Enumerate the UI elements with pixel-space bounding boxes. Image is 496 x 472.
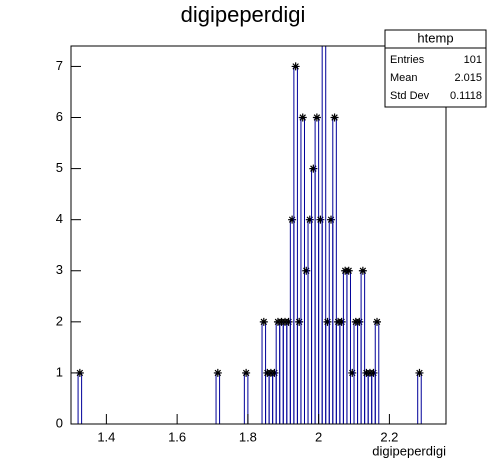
bar [77, 372, 83, 424]
bar [360, 270, 366, 424]
bar [349, 372, 355, 424]
bar [371, 372, 376, 424]
marker [323, 317, 332, 326]
marker [369, 368, 378, 377]
marker [284, 317, 293, 326]
marker [337, 317, 346, 326]
bar [357, 321, 362, 424]
bar [314, 117, 320, 424]
bar [265, 372, 270, 424]
y-tick-label: 6 [56, 109, 63, 124]
y-tick-label: 0 [56, 415, 63, 430]
marker [309, 164, 318, 173]
y-tick-label: 4 [56, 211, 63, 226]
bar [332, 117, 337, 424]
marker [242, 368, 251, 377]
stats-label: Std Dev [390, 90, 430, 102]
stats-value: 101 [464, 54, 482, 66]
y-tick-label: 5 [56, 160, 63, 175]
stats-label: Mean [390, 72, 418, 84]
bar [346, 270, 351, 424]
marker [320, 11, 328, 19]
marker [330, 113, 339, 122]
marker [415, 368, 424, 377]
marker [295, 317, 304, 326]
x-axis-label: digipeperdigi [372, 443, 446, 458]
stats-box: htemp Entries 101 Mean 2.015 Std Dev 0.1… [384, 29, 487, 108]
bar [279, 321, 284, 424]
y-tick-label: 2 [56, 313, 63, 328]
bar [335, 321, 341, 424]
stats-value: 0.1118 [450, 90, 482, 102]
bar [282, 321, 288, 424]
bar [339, 321, 344, 424]
marker [305, 215, 314, 224]
x-tick-label: 1.8 [239, 429, 257, 444]
marker [316, 215, 325, 224]
marker [291, 62, 300, 71]
x-tick-label: 1.4 [97, 429, 115, 444]
y-tick-label: 1 [56, 364, 63, 379]
marker [213, 368, 222, 377]
marker [344, 266, 353, 275]
marker [327, 215, 336, 224]
marker [298, 113, 307, 122]
bar [321, 46, 327, 424]
marker [302, 266, 311, 275]
y-tick-label: 7 [56, 58, 63, 73]
bar [364, 372, 369, 424]
marker [355, 317, 364, 326]
marker [288, 215, 297, 224]
marker [373, 317, 382, 326]
bar [342, 270, 348, 424]
y-tick-label: 3 [56, 262, 63, 277]
bar [286, 321, 291, 424]
stats-value: 2.015 [454, 72, 482, 84]
bar [215, 372, 221, 424]
bar [325, 321, 330, 424]
bar [243, 372, 249, 424]
bar [272, 372, 277, 424]
plot-frame [70, 45, 447, 425]
marker [348, 368, 357, 377]
bar [268, 372, 274, 424]
bar [296, 321, 302, 424]
bar [307, 219, 313, 424]
bar [417, 372, 422, 424]
marker [358, 266, 367, 275]
marker [270, 368, 279, 377]
stats-title: htemp [417, 30, 453, 45]
bar [318, 219, 323, 424]
marker [312, 113, 321, 122]
x-tick-label: 1.6 [168, 429, 186, 444]
marker [259, 317, 268, 326]
stats-frame [384, 29, 487, 108]
x-tick-label: 2 [315, 429, 322, 444]
chart-title: digipeperdigi [181, 2, 306, 27]
bar [367, 372, 373, 424]
bar [303, 270, 309, 424]
histogram [71, 11, 446, 424]
bar [293, 65, 298, 424]
bar [311, 168, 316, 424]
stats-label: Entries [390, 54, 425, 66]
x-tick-label: 2.2 [380, 429, 398, 444]
